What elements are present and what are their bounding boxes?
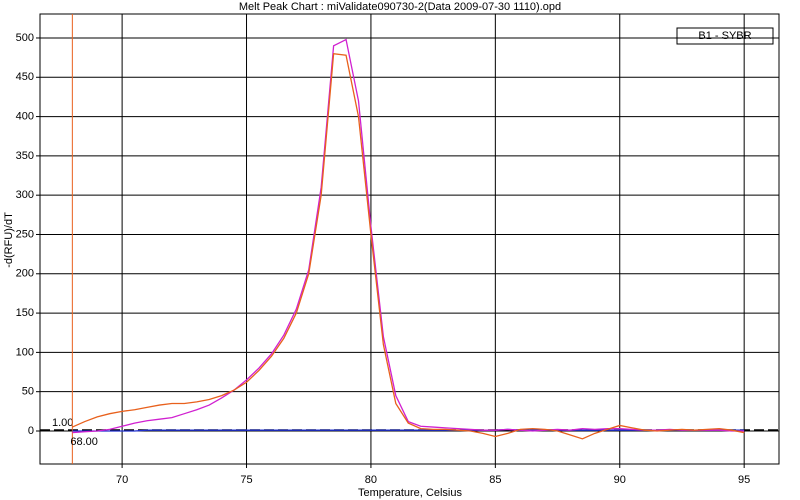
- y-tick-label: 300: [16, 189, 34, 201]
- x-tick-label: 85: [489, 474, 501, 486]
- legend: [676, 27, 774, 45]
- x-axis-label: Temperature, Celsius: [358, 487, 462, 499]
- x-tick-label: 75: [240, 474, 252, 486]
- y-tick-label: 200: [16, 268, 34, 280]
- y-tick-label: 100: [16, 346, 34, 358]
- threshold-label: 1.00: [52, 417, 73, 429]
- y-tick-label: 500: [16, 32, 34, 44]
- y-tick-label: 250: [16, 228, 34, 240]
- x-tick-label: 70: [116, 474, 128, 486]
- chart-title: Melt Peak Chart : miValidate090730-2(Dat…: [239, 1, 561, 13]
- series-line: [72, 38, 745, 434]
- y-axis-label: -d(RFU)/dT: [3, 212, 15, 268]
- start-marker-label: 68.00: [70, 436, 98, 448]
- y-tick-label: 150: [16, 307, 34, 319]
- y-tick-label: 350: [16, 150, 34, 162]
- plot-area: [39, 13, 780, 465]
- y-tick-label: 400: [16, 110, 34, 122]
- series-line: [72, 428, 745, 432]
- x-tick-label: 80: [365, 474, 377, 486]
- y-tick-label: 50: [22, 386, 34, 398]
- x-tick-label: 95: [738, 474, 750, 486]
- legend-label: B1 - SYBR: [698, 30, 751, 42]
- series-line: [72, 52, 745, 440]
- y-tick-label: 450: [16, 71, 34, 83]
- y-tick-label: 0: [28, 425, 34, 437]
- x-tick-label: 90: [614, 474, 626, 486]
